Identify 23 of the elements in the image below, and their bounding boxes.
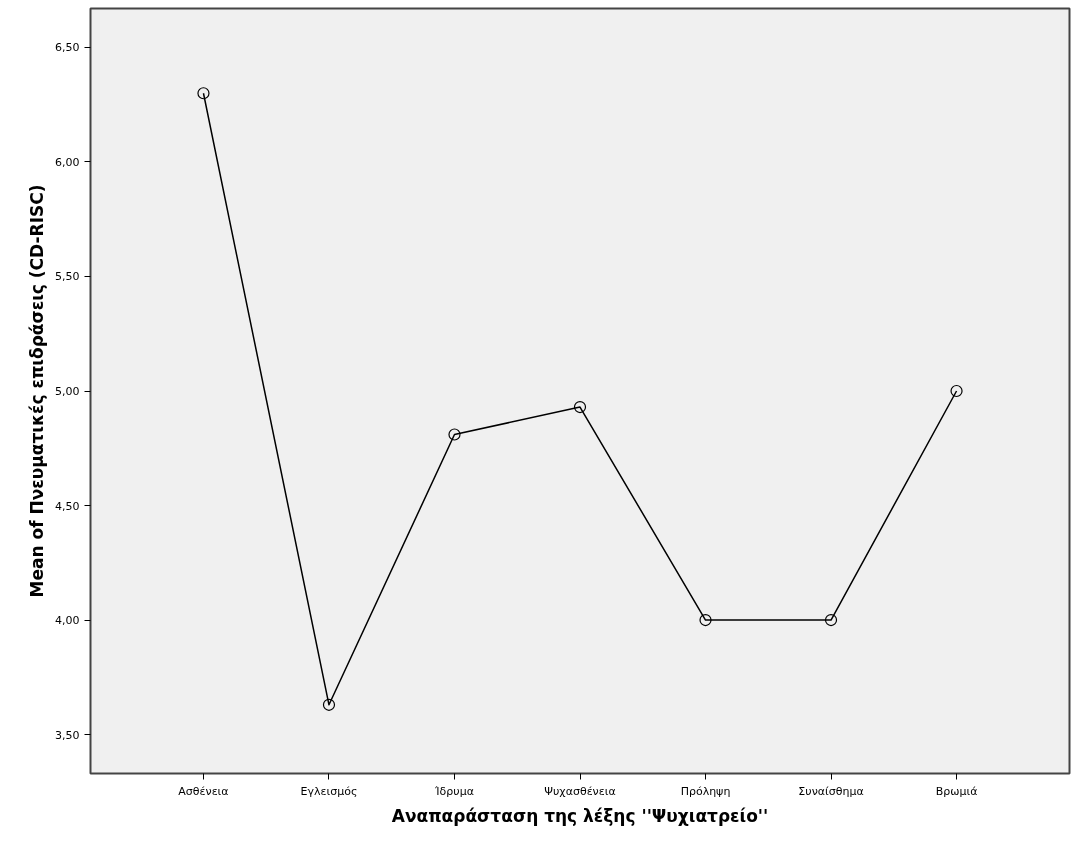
x-tick-label: Βρωμιά [935, 784, 978, 798]
point [699, 613, 712, 627]
point [322, 698, 336, 711]
y-tick-label: 5,50 [55, 270, 80, 284]
point [448, 428, 461, 441]
y-tick-label: 4,00 [55, 614, 80, 628]
x-tick-label: Εγλεισμός [300, 784, 358, 798]
x-tick-label: Ασθένεια [178, 784, 229, 798]
point [824, 613, 838, 627]
x-tick-label: Πρόληψη [680, 784, 731, 798]
point [950, 384, 963, 398]
x-tick-label: Ίδρυμα [434, 784, 474, 798]
y-tick-label: 6,00 [55, 155, 80, 169]
point [573, 400, 587, 414]
point [197, 87, 210, 100]
y-axis-title: Mean of Πνευματικές επιδράσεις (CD-RISC) [27, 184, 48, 598]
y-tick-label: 3,50 [55, 728, 80, 742]
y-tick-label: 5,00 [55, 385, 80, 398]
x-axis-title: Αναπαράσταση της λέξης ''Ψυχιατρείο'' [391, 805, 769, 826]
x-tick-label: Συναίσθημα [798, 784, 864, 798]
y-tick-label: 6,50 [55, 41, 80, 55]
x-tick-label: Ψυχασθένεια [544, 784, 616, 798]
y-tick-label: 4,50 [55, 499, 80, 513]
